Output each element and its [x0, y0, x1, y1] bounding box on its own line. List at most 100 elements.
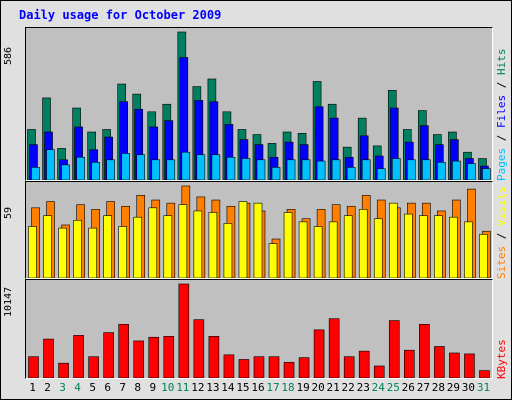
pages-bar-day-29	[452, 160, 461, 180]
kbytes-y-max-label: 10147	[3, 286, 14, 317]
pages-bar-day-5	[91, 162, 100, 180]
day-label-8: 8	[134, 381, 142, 394]
pages-bar-day-28	[437, 162, 446, 180]
kbytes-bar-day-21	[328, 318, 340, 378]
pages-bar-day-25	[391, 158, 401, 180]
files-bar-day-8	[134, 108, 144, 180]
visits-bar-day-14	[223, 223, 233, 278]
day-label-27: 27	[416, 381, 430, 394]
kbytes-bar-day-28	[434, 346, 445, 378]
day-label-7: 7	[119, 381, 126, 394]
pages-bar-day-9	[151, 159, 161, 180]
day-label-11: 11	[176, 381, 190, 394]
day-label-19: 19	[296, 381, 310, 394]
day-label-3: 3	[59, 381, 66, 394]
files-bar-day-1	[29, 144, 38, 180]
kbytes-bar-day-27	[419, 323, 430, 378]
pages-bar-day-27	[422, 159, 431, 180]
pages-bar-day-18	[286, 159, 296, 180]
visits-bar-day-8	[133, 216, 143, 278]
files-bar-day-14	[224, 124, 234, 180]
kbytes-bar-day-8	[133, 340, 145, 378]
sites-legend-part-0: Sites	[495, 245, 508, 279]
day-label-31: 31	[476, 381, 491, 394]
day-label-29: 29	[446, 381, 461, 394]
visits-bar-day-29	[449, 216, 458, 278]
visits-bar-day-26	[404, 213, 413, 278]
pages-bar-day-23	[361, 159, 371, 180]
sites-legend-part-2: Visits	[495, 186, 508, 226]
files-bar-day-7	[119, 101, 128, 180]
day-label-16: 16	[251, 381, 265, 394]
pages-bar-day-8	[136, 154, 146, 180]
kbytes-bar-day-29	[449, 352, 460, 378]
kbytes-legend-label: KBytes	[495, 279, 511, 379]
kbytes-bar-day-7	[118, 323, 129, 378]
visits-bar-day-11	[178, 204, 188, 278]
day-label-28: 28	[431, 381, 445, 394]
kbytes-bar-day-2	[43, 338, 54, 378]
day-label-26: 26	[401, 381, 415, 394]
pages-bar-day-19	[301, 159, 311, 180]
visits-bar-day-21	[328, 221, 338, 278]
pages-bar-day-15	[241, 158, 251, 180]
day-label-17: 17	[266, 381, 280, 394]
visits-bar-day-25	[388, 202, 398, 278]
hits-legend-part-0: Pages	[495, 147, 508, 181]
kbytes-bar-day-3	[58, 362, 69, 378]
pages-bar-day-1	[31, 167, 40, 180]
visits-bar-day-23	[358, 209, 368, 278]
kbytes-bar-day-5	[88, 356, 99, 378]
files-bar-day-13	[209, 101, 219, 180]
day-label-20: 20	[311, 381, 325, 394]
day-label-15: 15	[236, 381, 250, 394]
day-label-21: 21	[326, 381, 340, 394]
day-label-25: 25	[386, 381, 400, 394]
day-label-9: 9	[149, 381, 157, 394]
files-bar-day-10	[164, 120, 174, 180]
sites-visits-plot	[28, 185, 491, 278]
visits-bar-day-9	[148, 207, 158, 278]
day-axis: 1 2 3 4 5 6 7 8 9 10 11 12 13 14 15 16 17 18 19 20 21 22 23 24 2…	[25, 381, 493, 397]
visits-bar-day-13	[208, 212, 218, 278]
visits-bar-day-12	[193, 210, 203, 278]
visits-bar-day-3	[58, 227, 67, 278]
pages-bar-day-16	[256, 159, 266, 180]
day-label-6: 6	[104, 381, 111, 394]
visits-bar-day-30	[464, 221, 473, 278]
files-bar-day-9	[149, 126, 159, 180]
visits-bar-day-31	[479, 234, 488, 278]
day-label-4: 4	[74, 381, 81, 394]
hits-files-pages-plot	[27, 31, 491, 180]
pages-bar-day-21	[331, 159, 341, 180]
kbytes-bar-day-1	[28, 356, 39, 378]
kbytes-bar-day-19	[298, 357, 310, 378]
sites-y-max-label: 59	[3, 206, 14, 219]
files-bar-day-20	[314, 106, 324, 180]
hits-files-pages-panel	[25, 27, 493, 181]
pages-bar-day-2	[46, 149, 55, 180]
pages-bar-day-4	[76, 156, 85, 180]
sites-legend-part-1: /	[495, 226, 508, 246]
day-label-23: 23	[356, 381, 370, 394]
day-label-14: 14	[221, 381, 235, 394]
pages-bar-day-13	[211, 154, 221, 180]
pages-bar-day-10	[166, 159, 176, 180]
visits-bar-day-4	[73, 220, 82, 278]
hits-legend-label: Pages / Files / Hits	[495, 27, 511, 182]
kbytes-bar-day-26	[404, 349, 415, 378]
visits-bar-day-18	[283, 212, 293, 278]
sites-visits-panel	[25, 181, 493, 279]
files-bar-day-25	[389, 107, 399, 180]
pages-bar-day-11	[181, 151, 191, 180]
day-label-2: 2	[44, 381, 51, 394]
files-bar-day-4	[74, 126, 83, 180]
visits-bar-day-2	[43, 215, 52, 278]
pages-bar-day-31	[482, 168, 491, 180]
kbytes-bar-day-4	[73, 335, 84, 378]
pages-bar-day-14	[226, 156, 236, 180]
sites-legend-label: Sites / Visits	[495, 181, 511, 279]
day-label-5: 5	[89, 381, 96, 394]
kbytes-bar-day-10	[163, 336, 175, 378]
